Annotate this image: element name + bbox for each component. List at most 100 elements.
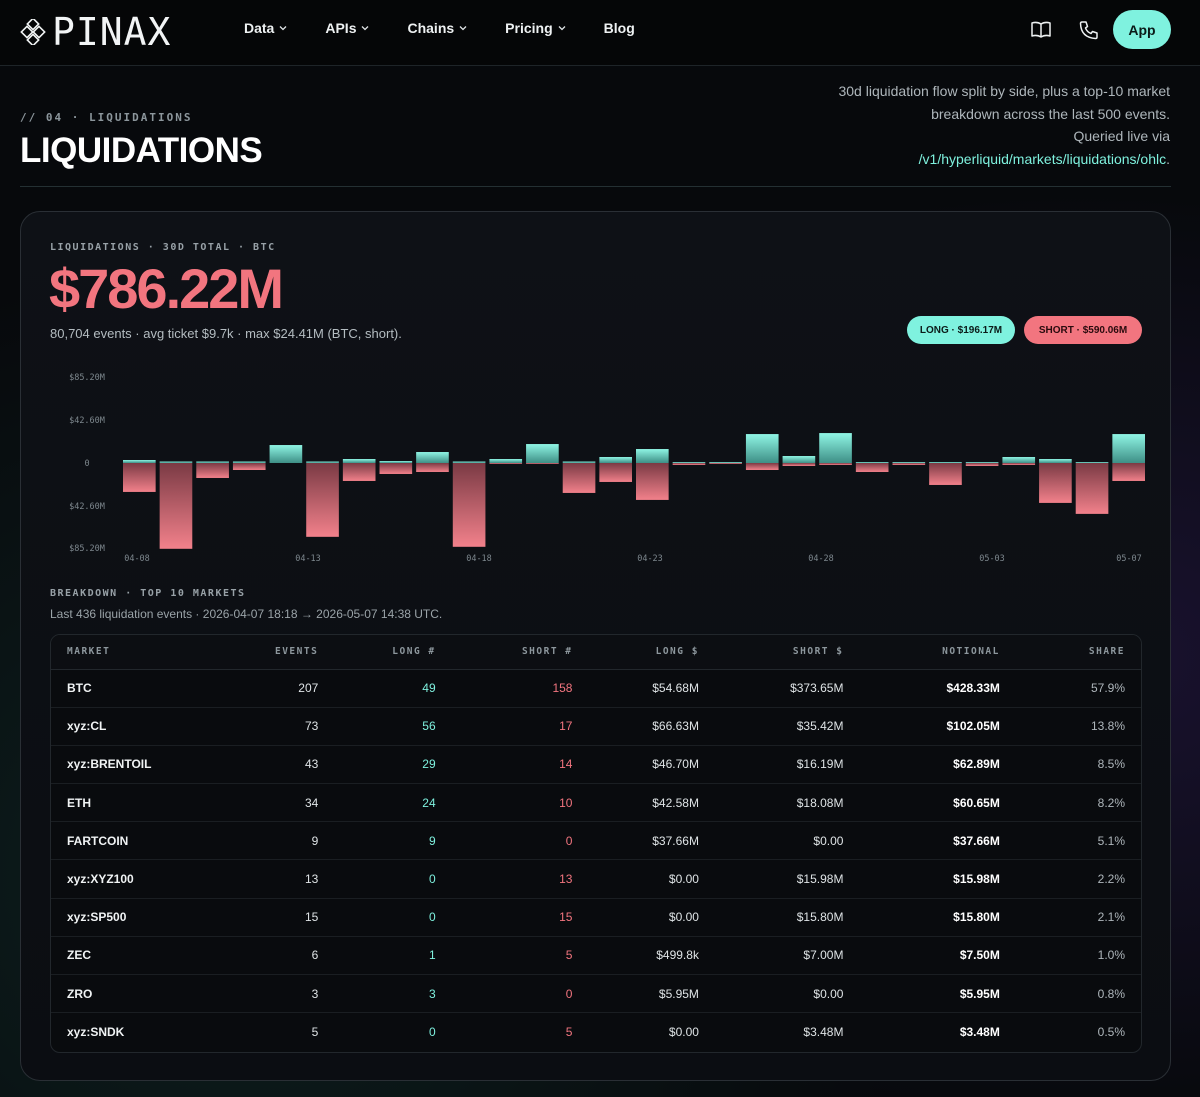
short-bar[interactable] bbox=[1112, 463, 1145, 481]
page-title: LIQUIDATIONS bbox=[20, 131, 263, 170]
long-bar[interactable] bbox=[342, 459, 376, 463]
short-bar[interactable] bbox=[782, 463, 816, 466]
table-row[interactable]: xyz:SNDK 5 0 5 $0.00 $3.48M $3.48M 0.5% bbox=[51, 1013, 1141, 1051]
column-header[interactable]: LONG $ bbox=[572, 635, 699, 670]
endpoint-link[interactable]: /v1/hyperliquid/markets/liquidations/ohl… bbox=[918, 150, 1167, 167]
long-count-cell: 24 bbox=[318, 783, 436, 823]
long-bar[interactable] bbox=[306, 461, 339, 463]
long-bar[interactable] bbox=[819, 433, 852, 463]
short-bar[interactable] bbox=[819, 463, 852, 465]
short-bar[interactable] bbox=[892, 463, 926, 465]
menu-item-chains[interactable]: Chains bbox=[407, 20, 467, 36]
long-bar[interactable] bbox=[1112, 434, 1145, 463]
long-bar[interactable] bbox=[232, 461, 266, 463]
long-bar[interactable] bbox=[1002, 457, 1036, 463]
short-bar[interactable] bbox=[672, 463, 706, 465]
book-icon[interactable] bbox=[1030, 19, 1052, 41]
notional-cell: $62.89M bbox=[843, 745, 1000, 785]
short-bar[interactable] bbox=[196, 463, 229, 478]
page-description: 30d liquidation flow split by side, plus… bbox=[770, 80, 1170, 170]
long-bar[interactable] bbox=[269, 445, 303, 463]
long-count-cell: 1 bbox=[318, 936, 436, 976]
events-cell: 6 bbox=[201, 936, 319, 976]
table-row[interactable]: FARTCOIN 9 9 0 $37.66M $0.00 $37.66M 5.1% bbox=[51, 821, 1141, 861]
chart-bars bbox=[123, 433, 1145, 549]
menu-item-label: Chains bbox=[407, 20, 455, 36]
short-bar[interactable] bbox=[526, 463, 559, 464]
long-bar[interactable] bbox=[709, 462, 742, 463]
y-tick-label: $85.20M bbox=[69, 373, 105, 383]
table-row[interactable]: ZEC 6 1 5 $499.8k $7.00M $7.50M 1.0% bbox=[51, 936, 1141, 976]
short-bar[interactable] bbox=[379, 463, 413, 474]
long-bar[interactable] bbox=[782, 456, 816, 463]
short-bar[interactable] bbox=[416, 463, 449, 472]
share-cell: 1.0% bbox=[999, 936, 1141, 976]
short-count-cell: 13 bbox=[435, 859, 573, 899]
long-bar[interactable] bbox=[929, 462, 962, 463]
logo[interactable]: PINAX bbox=[20, 10, 171, 54]
description-text: 30d liquidation flow split by side, plus… bbox=[838, 83, 1170, 122]
column-header[interactable]: NOTIONAL bbox=[843, 635, 1000, 670]
short-bar[interactable] bbox=[965, 463, 999, 466]
long-bar[interactable] bbox=[965, 462, 999, 463]
long-bar[interactable] bbox=[562, 461, 596, 463]
table-row[interactable]: ETH 34 24 10 $42.58M $18.08M $60.65M 8.2% bbox=[51, 783, 1141, 823]
long-bar[interactable] bbox=[489, 459, 523, 463]
short-bar[interactable] bbox=[929, 463, 962, 485]
long-bar[interactable] bbox=[855, 462, 889, 463]
long-bar[interactable] bbox=[599, 457, 632, 463]
short-bar[interactable] bbox=[562, 463, 596, 493]
table-row[interactable]: BTC 207 49 158 $54.68M $373.65M $428.33M 57.9% bbox=[51, 669, 1141, 708]
short-bar[interactable] bbox=[232, 463, 266, 470]
short-bar[interactable] bbox=[636, 463, 669, 500]
summary-subtitle: 80,704 events · avg ticket $9.7k · max $… bbox=[50, 326, 402, 341]
long-bar[interactable] bbox=[745, 434, 779, 463]
menu-item-blog[interactable]: Blog bbox=[604, 20, 635, 36]
long-bar[interactable] bbox=[196, 461, 229, 463]
short-bar[interactable] bbox=[745, 463, 779, 470]
menu-item-data[interactable]: Data bbox=[244, 20, 287, 36]
column-header[interactable]: SHORT # bbox=[435, 635, 573, 670]
table-row[interactable]: ZRO 3 3 0 $5.95M $0.00 $5.95M 0.8% bbox=[51, 974, 1141, 1014]
short-bar[interactable] bbox=[342, 463, 376, 481]
column-header[interactable]: EVENTS bbox=[201, 635, 319, 670]
column-header[interactable]: MARKET bbox=[51, 635, 201, 670]
menu-item-pricing[interactable]: Pricing bbox=[505, 20, 566, 36]
long-bar[interactable] bbox=[1039, 459, 1072, 463]
column-header[interactable]: LONG # bbox=[318, 635, 436, 670]
long-bar[interactable] bbox=[123, 460, 156, 463]
table-row[interactable]: xyz:CL 73 56 17 $66.63M $35.42M $102.05M 13.8% bbox=[51, 707, 1141, 746]
long-bar[interactable] bbox=[159, 461, 193, 463]
short-usd-cell: $3.48M bbox=[803, 1025, 844, 1040]
table-row[interactable]: xyz:BRENTOIL 43 29 14 $46.70M $16.19M $62.89M 8… bbox=[51, 745, 1141, 785]
long-bar[interactable] bbox=[636, 449, 669, 463]
phone-icon[interactable] bbox=[1078, 19, 1100, 41]
long-bar[interactable] bbox=[1075, 462, 1109, 463]
long-usd-cell: $499.8k bbox=[572, 936, 699, 976]
table-row[interactable]: xyz:XYZ100 13 0 13 $0.00 $15.98M $15.98M 2.2% bbox=[51, 859, 1141, 899]
long-bar[interactable] bbox=[892, 462, 926, 463]
long-bar[interactable] bbox=[672, 462, 706, 463]
long-bar[interactable] bbox=[379, 461, 413, 463]
long-bar[interactable] bbox=[452, 461, 486, 463]
short-bar[interactable] bbox=[709, 463, 742, 464]
short-bar[interactable] bbox=[1002, 463, 1036, 465]
app-button[interactable]: App bbox=[1113, 10, 1171, 49]
short-bar[interactable] bbox=[599, 463, 632, 482]
column-header[interactable]: SHORT $ bbox=[698, 635, 844, 670]
short-bar[interactable] bbox=[489, 463, 523, 464]
long-bar[interactable] bbox=[526, 444, 559, 463]
menu-item-apis[interactable]: APIs bbox=[325, 20, 369, 36]
menu-item-label: Blog bbox=[603, 20, 635, 36]
long-bar[interactable] bbox=[416, 452, 449, 463]
table-row[interactable]: xyz:SP500 15 0 15 $0.00 $15.80M $15.80M 2.1% bbox=[51, 898, 1141, 937]
short-bar[interactable] bbox=[452, 463, 486, 547]
short-bar[interactable] bbox=[123, 463, 156, 492]
short-bar[interactable] bbox=[855, 463, 889, 472]
short-bar[interactable] bbox=[159, 463, 193, 549]
short-bar[interactable] bbox=[1039, 463, 1072, 503]
short-bar[interactable] bbox=[1075, 463, 1109, 514]
column-header[interactable]: SHARE bbox=[999, 635, 1141, 670]
short-bar[interactable] bbox=[306, 463, 339, 537]
share-cell: 2.2% bbox=[999, 859, 1141, 899]
